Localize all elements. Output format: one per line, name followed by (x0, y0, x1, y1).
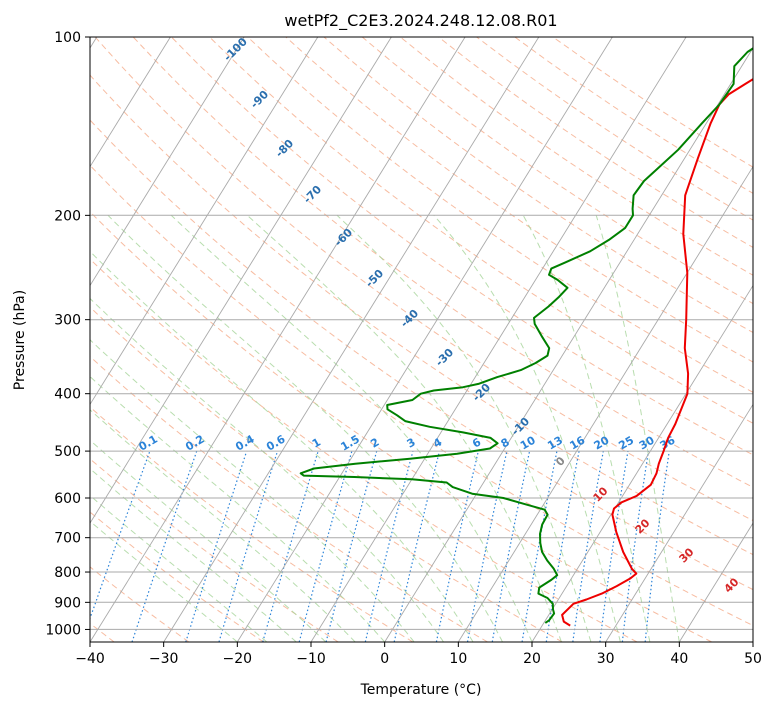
mixing-ratio-line (572, 450, 604, 642)
dry-adiabat-line (94, 37, 753, 522)
dry-adiabat-line (90, 164, 753, 627)
mixing-ratio-line (298, 450, 353, 642)
isotherm-line (310, 37, 687, 642)
dry-adiabat-line (90, 258, 638, 642)
dry-adiabat-line (90, 566, 190, 642)
isotherm-line (236, 37, 613, 642)
moist-adiabat-line (170, 214, 533, 642)
y-tick-label: 100 (54, 30, 81, 46)
dry-adiabat-line (90, 458, 339, 642)
y-tick-label: 500 (54, 444, 81, 460)
mixing-ratio-line (325, 450, 378, 642)
moist-adiabat-line (90, 339, 415, 642)
isotherm-line (457, 165, 753, 642)
dry-adiabat-line (90, 119, 753, 591)
chart-title: wetPf2_C2E3.2024.248.12.08.R01 (284, 11, 557, 31)
y-tick-label: 700 (54, 531, 81, 547)
y-tick-label: 800 (54, 565, 81, 581)
moist-adiabat-line (90, 409, 356, 642)
x-tick-label: 30 (597, 651, 615, 667)
isotherm-line (605, 403, 753, 642)
x-axis: −40 −30 −20 −10 0 10 20 30 40 50 (75, 642, 762, 667)
x-tick-label: −10 (296, 651, 326, 667)
isotherm-line (90, 37, 319, 406)
mixing-ratio-line (185, 450, 248, 642)
y-tick-label: 400 (54, 387, 81, 403)
profiles (299, 47, 753, 627)
dewpoint-profile-line (299, 47, 753, 624)
plot-frame (89, 36, 754, 643)
y-axis-label: Pressure (hPa) (12, 290, 28, 390)
dry-adiabat-line (171, 37, 753, 456)
dry-adiabat-line (90, 306, 563, 642)
isotherm-line (163, 37, 540, 642)
x-tick-label: −20 (223, 651, 253, 667)
isotherm-line (90, 37, 392, 524)
dry-adiabat-line (90, 355, 488, 642)
dry-adiabat-line (285, 37, 753, 363)
moist-adiabat-line (246, 214, 562, 642)
y-tick-label: 1000 (45, 622, 81, 638)
moist-adiabat-line (595, 215, 680, 642)
mixing-ratio-line (90, 450, 151, 621)
moist-adiabat-line (433, 214, 621, 642)
moist-adiabat-line (90, 375, 386, 642)
y-tick-label: 900 (54, 595, 81, 611)
x-axis-label: Temperature (°C) (360, 682, 482, 698)
mixing-ratio-line (364, 450, 414, 642)
x-tick-label: 20 (523, 651, 541, 667)
dry-adiabat-line (90, 511, 264, 642)
y-tick-label: 600 (54, 491, 81, 507)
x-tick-label: 10 (449, 651, 467, 667)
mixing-ratio-line (218, 450, 279, 642)
reference-lines (90, 37, 753, 642)
moist-adiabat-line (90, 250, 474, 642)
mixing-ratio-line (131, 450, 198, 642)
x-tick-label: 0 (380, 651, 389, 667)
mixing-ratio-line (262, 450, 319, 642)
isotherm-line (90, 37, 466, 642)
moist-adiabat-line (90, 297, 444, 642)
x-tick-label: −30 (149, 651, 179, 667)
dry-adiabat-line (90, 211, 712, 642)
mixing-ratio-line (644, 451, 670, 642)
moist-adiabat-line (336, 214, 592, 642)
isotherm-line (678, 522, 753, 642)
mixing-ratio-line (435, 450, 479, 642)
x-tick-label: 40 (670, 651, 688, 667)
isotherm-line (90, 37, 245, 287)
moist-adiabat-line (90, 439, 327, 642)
dry-adiabat-line (323, 37, 753, 334)
y-tick-label: 300 (54, 313, 81, 329)
y-tick-label: 200 (54, 208, 81, 224)
isotherm-line (531, 284, 753, 642)
y-axis: 1000 900 800 700 600 500 400 300 200 100 (45, 30, 90, 638)
temperature-profile-line (561, 78, 753, 627)
x-tick-label: 50 (744, 651, 762, 667)
dry-adiabat-line (132, 37, 753, 488)
moist-adiabat-line (107, 214, 503, 642)
isotherm-line (90, 37, 171, 168)
isotherm-line (384, 47, 753, 642)
x-tick-label: −40 (75, 651, 105, 667)
mixing-ratio-line (621, 451, 650, 642)
mixing-ratio-line (599, 450, 629, 642)
